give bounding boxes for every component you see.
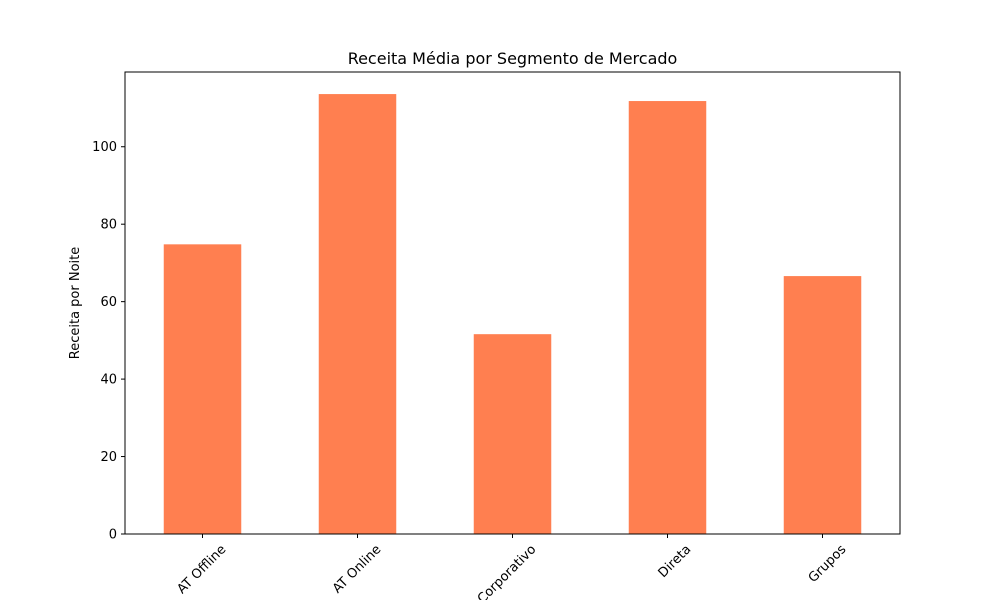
y-ticks-group: 0 20 40 60 80 100: [92, 140, 125, 543]
y-tick-label: 80: [100, 218, 117, 233]
y-tick-label: 40: [100, 373, 117, 388]
bar-at-offline: [163, 244, 242, 534]
chart-title: Receita Média por Segmento de Mercado: [348, 49, 678, 68]
bar-grupos: [783, 276, 862, 534]
bars-group: [163, 94, 862, 534]
y-tick-label: 100: [92, 140, 117, 155]
x-tick-label: AT Online: [330, 542, 384, 596]
plot-frame: [124, 71, 901, 535]
x-ticks-group: AT Offline AT Online Corporativo Direta Grup…: [174, 534, 849, 600]
y-tick-label: 20: [100, 450, 117, 465]
bar-at-online: [318, 94, 397, 534]
y-tick-label: 60: [100, 295, 117, 310]
bar-direta: [628, 101, 707, 534]
y-axis-label: Receita por Noite: [68, 247, 83, 359]
bar-corporativo: [473, 334, 552, 534]
x-tick-label: Grupos: [806, 542, 850, 586]
x-tick-label: AT Offline: [174, 542, 229, 597]
x-tick-label: Direta: [656, 542, 695, 581]
x-tick-label: Corporativo: [475, 542, 540, 600]
y-tick-label: 0: [109, 528, 117, 543]
